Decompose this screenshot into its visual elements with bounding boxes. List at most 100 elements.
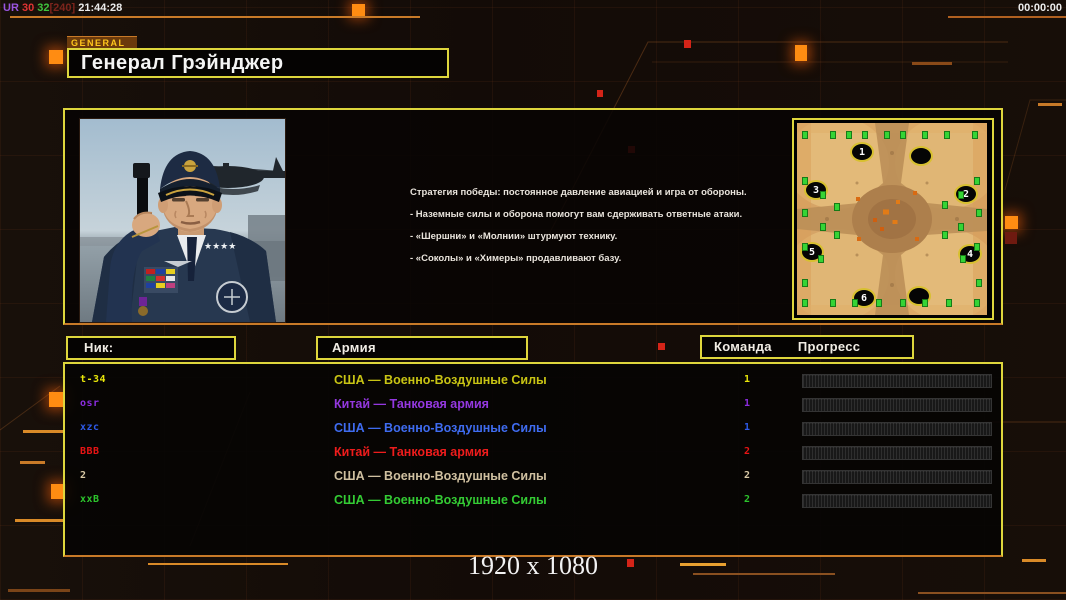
glow-square [795,45,807,61]
supply-dot [802,131,808,139]
spawn-marker-1: 1 [850,142,874,162]
player-army: США — Военно-Воздушные Силы [334,493,547,507]
spawn-marker-6: 6 [852,288,876,308]
supply-dot [974,177,980,185]
army-header-label: Армия [332,340,376,355]
column-header-team-progress: Команда Прогресс [700,335,914,359]
accent-line [23,430,65,433]
team-header-label: Команда [714,339,772,354]
supply-dot [876,299,882,307]
player-nick: xzc [80,422,100,433]
briefing-line: - Наземные силы и оборона помогут вам сд… [410,209,743,220]
strategy-briefing: Стратегия победы: постоянное давление ав… [410,182,800,270]
player-nick: BBB [80,446,100,457]
briefing-line: Стратегия победы: постоянное давление ав… [410,187,747,198]
center-structure-dot [857,237,861,241]
supply-dot [820,191,826,199]
center-structure-dot [873,218,877,222]
info-panel: ★★★★ Стратегия победы: постоянное давлен… [63,108,1003,325]
player-progress-bar [802,398,992,412]
player-team: 2 [743,446,751,457]
supply-dot [900,299,906,307]
player-progress-bar [802,446,992,460]
player-progress-bar [802,422,992,436]
player-row: osr Китай — Танковая армия 1 [65,393,1001,417]
debug-segment: 32 [37,2,50,14]
supply-dot [922,299,928,307]
accent-line [918,592,1066,594]
player-army: Китай — Танковая армия [334,397,489,411]
center-structure-dot [913,191,917,195]
supply-dot [884,131,890,139]
red-square [597,90,603,97]
general-tab-label: GENERAL [67,36,137,49]
supply-dot [976,279,982,287]
accent-line [948,16,1066,18]
player-army: США — Военно-Воздушные Силы [334,469,547,483]
svg-text:★★★★: ★★★★ [204,242,236,252]
glow-square [49,50,63,64]
supply-dot [802,243,808,251]
red-square [684,40,691,48]
supply-dot [830,131,836,139]
supply-dot [802,279,808,287]
center-structure-dot [892,220,898,224]
player-team: 2 [743,470,751,481]
center-structure-dot [883,209,889,215]
supply-dot [818,255,824,263]
ribbon-rack [144,267,178,293]
spawn-marker-empty [907,286,931,306]
player-team: 1 [743,374,751,385]
player-row: xxB США — Военно-Воздушные Силы 2 [65,489,1001,513]
supply-dot [972,131,978,139]
players-panel: t-34 США — Военно-Воздушные Силы 1 osr К… [63,362,1003,557]
supply-dot [830,299,836,307]
player-nick: t-34 [80,374,107,385]
supply-dot [802,299,808,307]
player-nick: 2 [80,470,87,481]
supply-dot [862,131,868,139]
game-timer: 00:00:00 [1017,2,1062,14]
player-row: t-34 США — Военно-Воздушные Силы 1 [65,369,1001,393]
supply-dot [958,223,964,231]
supply-dot [946,299,952,307]
column-header-army: Армия [316,336,528,360]
progress-header-label: Прогресс [797,339,861,354]
supply-dot [976,209,982,217]
supply-dot [846,131,852,139]
player-progress-bar [802,374,992,388]
spawn-marker-2: 2 [954,184,978,204]
supply-dot [943,131,950,139]
glow-square [1005,216,1018,229]
briefing-line: - «Соколы» и «Химеры» продавливают базу. [410,253,622,264]
player-army: США — Военно-Воздушные Силы [334,373,547,387]
player-nick: xxB [80,494,100,505]
player-progress-bar [802,494,992,508]
general-portrait: ★★★★ [79,118,286,323]
accent-line [693,573,835,575]
glow-square [49,392,64,407]
glow-square [352,4,365,16]
glow-square [51,484,66,499]
minimap-terrain [785,117,999,321]
briefing-line: - «Шершни» и «Молнии» штурмуют технику. [410,231,618,242]
debug-segment: [240] [49,2,79,14]
supply-dot [958,191,964,199]
player-row: BBB Китай — Танковая армия 2 [65,441,1001,465]
player-team: 1 [743,398,751,409]
accent-line [20,461,45,464]
debug-segment: UR [3,2,22,14]
player-army: США — Военно-Воздушные Силы [334,421,547,435]
nick-header-label: Ник: [84,340,114,355]
column-header-nick: Ник: [66,336,236,360]
player-progress-bar [802,470,992,484]
center-structure-dot [915,237,919,241]
supply-dot [802,177,808,185]
center-structure-dot [896,200,900,204]
supply-dot [974,299,980,307]
supply-dot [922,131,928,139]
debug-segment: 21:44:28 [78,2,123,14]
supply-dot [820,223,826,231]
player-row: 2 США — Военно-Воздушные Силы 2 [65,465,1001,489]
